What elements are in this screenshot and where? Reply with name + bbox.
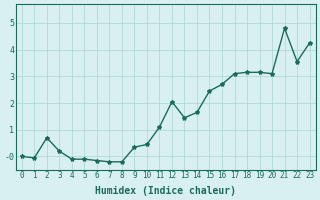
- X-axis label: Humidex (Indice chaleur): Humidex (Indice chaleur): [95, 186, 236, 196]
